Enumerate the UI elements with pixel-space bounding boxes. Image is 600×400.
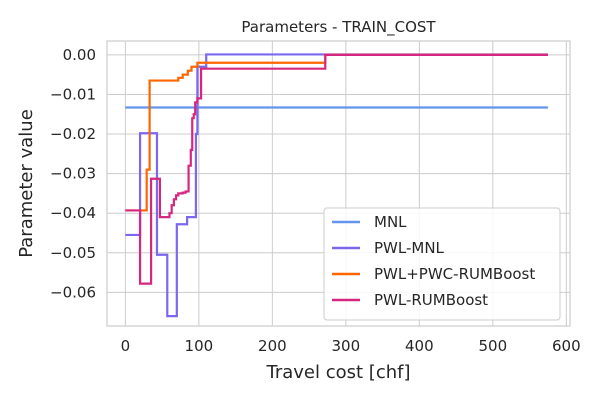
x-tick-label: 600 xyxy=(552,337,581,355)
x-tick-label: 400 xyxy=(405,337,434,355)
y-tick-label: −0.04 xyxy=(50,204,96,222)
x-tick-label: 500 xyxy=(479,337,508,355)
series-line-3 xyxy=(125,53,548,212)
x-tick-label: 300 xyxy=(332,337,361,355)
x-tick-label: 200 xyxy=(258,337,287,355)
legend-entry: PWL+PWC-RUMBoost xyxy=(374,265,535,283)
series-layer xyxy=(125,53,548,318)
y-tick-label: −0.06 xyxy=(50,283,96,301)
y-tick-label: −0.05 xyxy=(50,244,96,262)
legend-entry: PWL-MNL xyxy=(374,239,445,257)
plot-frame xyxy=(106,40,571,327)
x-axis-label: Travel cost [chf] xyxy=(266,362,411,383)
x-tick-label: 100 xyxy=(185,337,214,355)
y-tick-label: 0.00 xyxy=(63,46,96,64)
ticks: 0 100 200 300 400 500 600 0.00 −0.01 −0.02 −0.03 −0… xyxy=(50,46,581,355)
legend-box xyxy=(323,207,561,321)
chart-title: Parameters - TRAIN_COST xyxy=(241,18,436,37)
x-tick-label: 0 xyxy=(121,337,131,355)
legend-entry: PWL-RUMBoost xyxy=(374,291,488,309)
y-tick-label: −0.02 xyxy=(50,125,96,143)
legend-entry: MNL xyxy=(374,213,407,231)
series-line-4 xyxy=(125,53,548,285)
y-axis-label: Parameter value xyxy=(16,109,37,258)
y-tick-label: −0.01 xyxy=(50,85,96,103)
y-tick-label: −0.03 xyxy=(50,165,96,183)
legend: MNL PWL-MNL PWL+PWC-RUMBoost PWL-RUMBoost xyxy=(323,207,561,321)
